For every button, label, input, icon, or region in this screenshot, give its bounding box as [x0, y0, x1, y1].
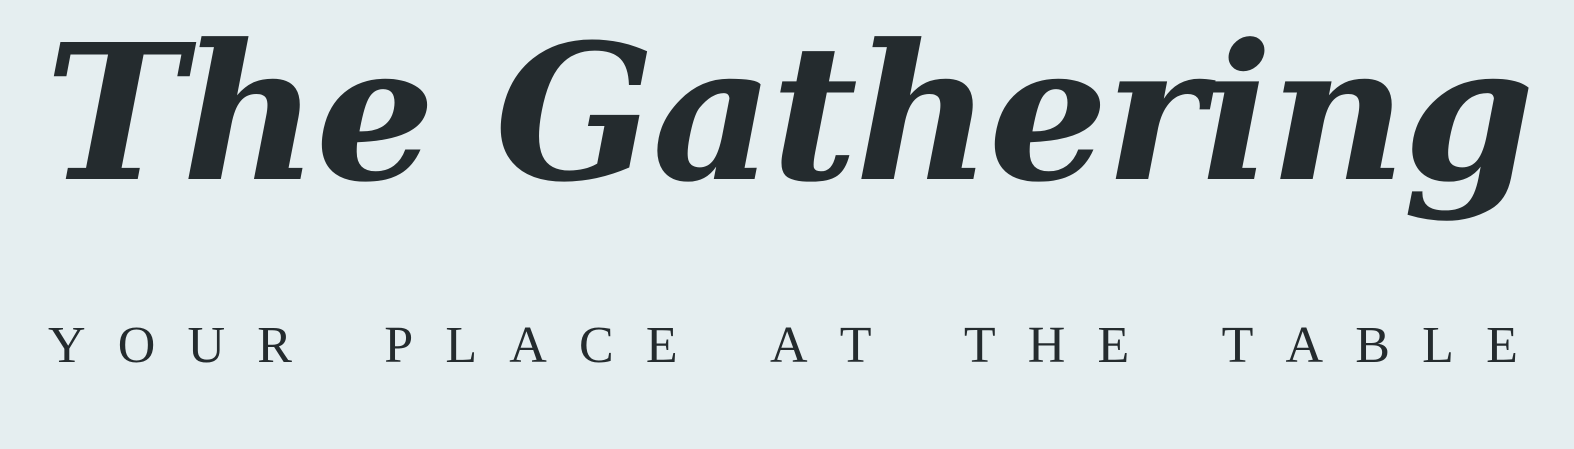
tagline-letter: O	[117, 317, 156, 374]
tagline-space	[1161, 320, 1189, 372]
tagline-letter: T	[1221, 317, 1254, 374]
tagline-letter: T	[839, 317, 872, 374]
tagline-letter: E	[645, 317, 678, 374]
tagline-space	[710, 320, 738, 372]
tagline-letter: L	[1422, 317, 1454, 374]
tagline-space	[904, 320, 932, 372]
tagline-letter: Y	[48, 317, 86, 374]
tagline-letter: R	[257, 317, 292, 374]
wordmark-title: The Gathering	[45, 3, 1535, 224]
tagline-letter: A	[769, 317, 808, 374]
tagline-letter: P	[384, 317, 414, 374]
tagline-letter: B	[1355, 317, 1390, 374]
tagline-letter: U	[187, 317, 226, 374]
tagline-letter: H	[1027, 317, 1066, 374]
tagline-letter: A	[509, 317, 547, 374]
tagline-letter: T	[963, 317, 996, 374]
tagline-space	[324, 320, 352, 372]
tagline-letter: A	[1285, 317, 1324, 374]
tagline-letter: E	[1097, 317, 1130, 374]
tagline-letter: L	[445, 317, 478, 374]
tagline-letter: E	[1486, 317, 1518, 374]
tagline-letter: C	[579, 317, 614, 374]
